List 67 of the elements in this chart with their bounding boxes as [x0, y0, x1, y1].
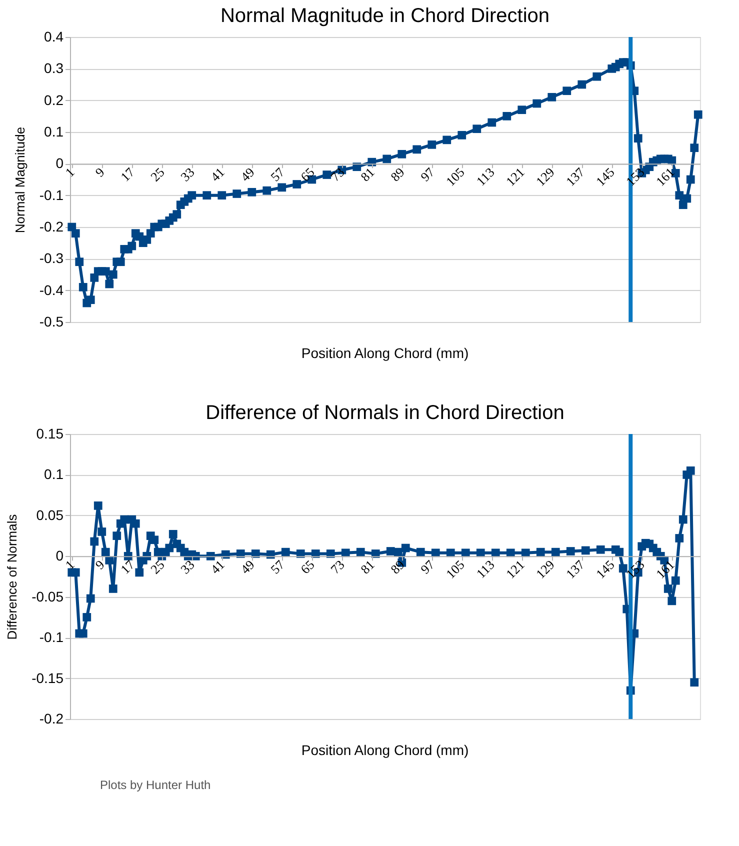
x-tick-label: 57 [268, 556, 288, 577]
x-tick-label: 145 [592, 556, 618, 582]
x-axis-title: Position Along Chord (mm) [301, 742, 469, 758]
x-tick-label: 113 [473, 164, 498, 189]
y-tick-label: 0.2 [44, 92, 64, 108]
x-tick-label: 1 [62, 164, 78, 180]
y-tick-label: 0.05 [36, 506, 64, 523]
x-tick-label: 129 [532, 556, 558, 582]
x-tick-label: 65 [298, 556, 318, 577]
y-axis-title: Difference of Normals [4, 514, 20, 640]
y-tick-label: -0.4 [39, 282, 64, 298]
x-tick-label: 81 [358, 164, 378, 184]
x-tick-label: 17 [118, 164, 138, 184]
x-tick-label: 9 [92, 164, 108, 180]
x-tick-label: 41 [208, 164, 228, 184]
y-tick-label: 0.15 [36, 426, 64, 442]
x-tick-label: 137 [562, 556, 588, 582]
x-axis-title: Position Along Chord (mm) [301, 345, 469, 361]
x-tick-label: 145 [592, 164, 618, 189]
x-tick-label: 89 [388, 556, 408, 577]
y-tick-label: -0.3 [39, 250, 64, 266]
x-tick-label: 105 [442, 556, 468, 582]
x-tick-label: 65 [298, 164, 318, 184]
text: Plots by Hunter Huth [100, 778, 211, 792]
x-tick-label: 17 [118, 556, 138, 577]
y-tick-label: -0.15 [32, 670, 64, 686]
y-tick-label: 0.4 [44, 28, 64, 44]
x-tick-label: 121 [502, 556, 528, 582]
x-tick-label: 153 [622, 556, 648, 582]
y-tick-label: -0.1 [39, 186, 64, 203]
x-tick-label: 73 [328, 556, 348, 577]
y-tick-label: -0.05 [32, 588, 64, 604]
y-tick-label: -0.2 [39, 710, 64, 726]
x-tick-label: 73 [328, 164, 348, 184]
y-tick-label: -0.5 [39, 314, 64, 330]
x-tick-label: 105 [442, 164, 468, 189]
x-tick-label: 137 [562, 164, 588, 189]
x-tick-label: 113 [473, 556, 498, 582]
x-tick-label: 153 [622, 164, 648, 189]
x-tick-label: 81 [358, 556, 378, 577]
y-tick-label: -0.1 [39, 629, 64, 646]
y-tick-label: 0 [56, 548, 64, 564]
x-tick-label: 9 [92, 556, 108, 572]
x-tick-label: 33 [178, 556, 198, 577]
y-axis-title: Normal Magnitude [12, 126, 28, 234]
x-tick-label: 25 [148, 164, 168, 184]
y-tick-label: 0.1 [44, 466, 64, 482]
x-tick-label: 161 [652, 164, 678, 189]
y-tick-label: 0.3 [44, 60, 64, 76]
x-tick-label: 49 [238, 556, 258, 577]
x-tick-label: 97 [418, 164, 438, 184]
x-tick-label: 121 [502, 164, 528, 189]
x-tick-label: 97 [418, 556, 438, 577]
x-tick-label: 1 [62, 556, 78, 572]
x-tick-label: 41 [208, 556, 228, 577]
chart-title: Normal Magnitude in Chord Direction [220, 5, 550, 27]
y-tick-label: 0 [56, 155, 64, 172]
y-tick-label: 0.1 [44, 124, 64, 140]
x-tick-label: 57 [268, 164, 288, 184]
x-tick-label: 33 [178, 164, 198, 184]
x-tick-label: 49 [238, 164, 258, 184]
x-tick-label: 129 [532, 164, 558, 189]
x-tick-label: 161 [652, 556, 678, 582]
chart-title: Difference of Normals in Chord Direction [206, 402, 564, 424]
y-tick-label: -0.2 [39, 218, 64, 234]
x-tick-label: 25 [148, 556, 168, 577]
x-tick-label: 89 [388, 164, 408, 184]
